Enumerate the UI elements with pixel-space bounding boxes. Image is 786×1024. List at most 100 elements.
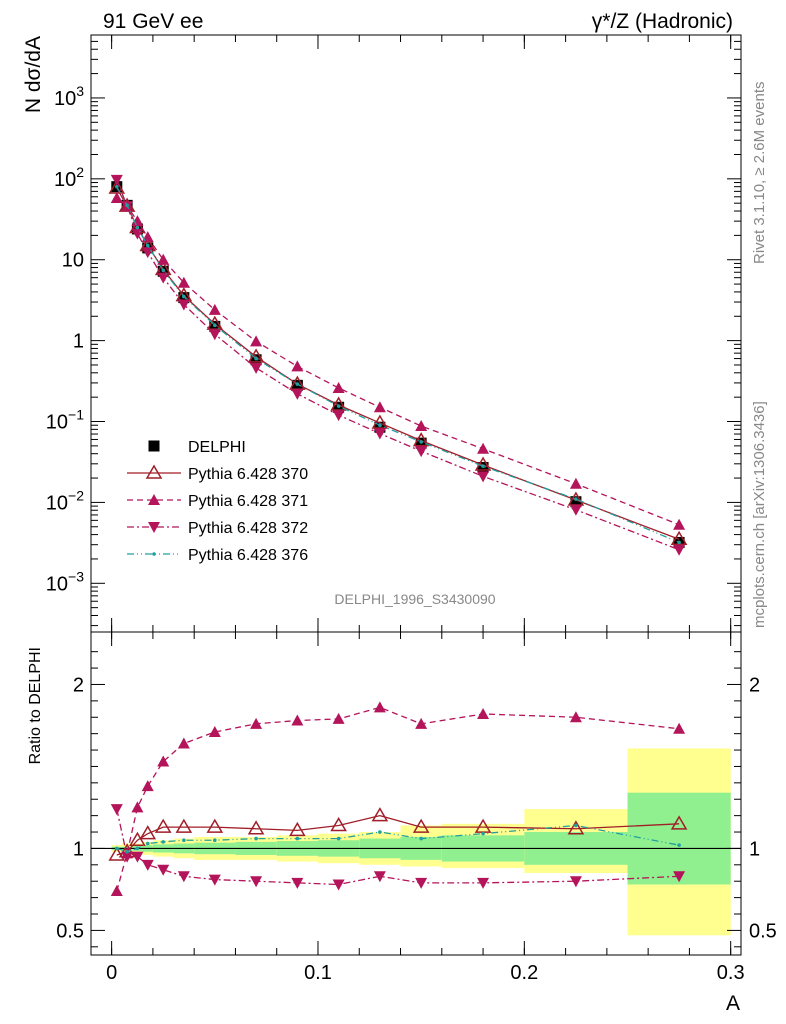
main-panel-frame: [90, 34, 742, 633]
ratio-pythia-6-428-370-point: [567, 820, 585, 835]
pythia-6-428-376-point: [336, 404, 341, 408]
ratio-pythia-6-428-372-point: [477, 877, 490, 889]
ratio-pythia-6-428-370-point: [139, 825, 157, 840]
ratio-pythia-6-428-372-point: [291, 877, 304, 889]
ratio-pythia-6-428-370-point: [108, 846, 126, 861]
ratio-pythia-6-428-372-point: [332, 879, 345, 891]
ratio-y-tick-label-right: 2: [749, 674, 760, 696]
pythia-6-428-376-point: [481, 464, 485, 469]
ratio-pythia-6-428-372-point: [373, 871, 386, 883]
pythia-6-428-372-point: [177, 299, 190, 311]
pythia-6-428-372-point: [157, 272, 170, 284]
pythia-6-428-376-point: [135, 225, 140, 230]
pythia-6-428-371-point: [131, 215, 144, 227]
ratio-pythia-6-428-371-point: [415, 717, 428, 729]
ratio-pythia-6-428-376-point: [419, 836, 423, 841]
legend-entry-label: Pythia 6.428 376: [188, 547, 308, 564]
ratio-pythia-6-428-370-point: [330, 816, 347, 832]
pythia-6-428-376-point: [161, 268, 166, 273]
pythia-6-428-372-point: [131, 228, 144, 240]
pythia-6-428-376-point: [378, 423, 382, 428]
pythia-6-428-371-point: [569, 477, 582, 489]
pythia-6-428-376-point: [213, 323, 217, 328]
x-axis-label: A: [726, 992, 740, 1015]
ratio-pythia-6-428-376-point: [254, 836, 258, 841]
ratio-y-tick-label-right: 0.5: [749, 920, 777, 942]
ratio-y-tick-label: 2: [73, 674, 84, 696]
pythia-6-428-371-point: [177, 276, 190, 288]
ratio-y-tick-label: 1: [73, 838, 84, 860]
delphi-point: [570, 496, 582, 508]
ratio-pythia-6-428-376-point: [481, 831, 485, 836]
pythia-6-428-372-point: [569, 504, 582, 516]
pythia-6-428-371-point: [110, 191, 123, 203]
pythia-6-428-376-point: [419, 440, 423, 444]
legend-entry-label: DELPHI: [188, 439, 246, 456]
uncertainty-band-stat: [627, 792, 731, 885]
ratio-pythia-6-428-370-point: [154, 818, 172, 833]
ratio-pythia-6-428-371-point: [131, 801, 144, 813]
ratio-pythia-6-428-372-point: [131, 851, 144, 863]
header-left-label: 91 GeV ee: [103, 10, 203, 33]
main-y-axis-label: N dσ/dA: [22, 36, 45, 113]
pythia-6-428-371-point: [332, 381, 345, 393]
pythia-6-428-376-point: [145, 243, 150, 248]
ratio-pythia-6-428-370-point: [412, 818, 430, 833]
ratio-pythia-6-428-370-point: [206, 818, 224, 833]
x-tick-label: 0.2: [510, 962, 538, 984]
ratio-pythia-6-428-371-point: [673, 722, 686, 734]
ratio-pythia-6-428-376-point: [145, 841, 150, 846]
pythia-6-428-370-point: [412, 432, 430, 447]
pythia-6-428-376-point: [295, 382, 300, 386]
ratio-pythia-6-428-370-point: [247, 820, 265, 835]
ratio-y-tick-label: 0.5: [56, 920, 84, 942]
pythia-6-428-371-point: [157, 253, 170, 265]
ratio-pythia-6-428-372-point: [415, 877, 428, 889]
ratio-pythia-6-428-371-point: [208, 726, 221, 738]
rivet-version-label: Rivet 3.1.10, ≥ 2.6M events: [751, 82, 768, 265]
pythia-6-428-372-point: [477, 471, 490, 483]
pythia-6-428-371-point: [373, 401, 386, 413]
ratio-pythia-6-428-376-point: [336, 836, 341, 841]
y-tick-label: 10: [62, 250, 84, 272]
pythia-6-428-372-point: [208, 329, 221, 341]
ratio-pythia-6-428-370-point: [670, 815, 688, 830]
pythia-6-428-372-point: [250, 362, 263, 374]
pythia-6-428-372-point: [332, 410, 345, 422]
header-right-label: γ*/Z (Hadronic): [592, 10, 733, 33]
legend: DELPHI Pythia 6.428 370 Pythia 6.428 371 Py…: [127, 439, 308, 564]
ratio-pythia-6-428-370-point: [289, 821, 306, 837]
ratio-pythia-6-428-372-point: [157, 864, 170, 876]
ratio-panel-frame: [90, 631, 742, 956]
ratio-pythia-6-428-371-point: [250, 717, 263, 729]
ratio-pythia-6-428-371-point: [373, 701, 386, 713]
analysis-label: DELPHI_1996_S3430090: [334, 591, 495, 607]
pythia-6-428-371-point: [250, 335, 263, 347]
pythia-6-428-372-point: [291, 388, 304, 400]
pythia-6-428-371-point: [673, 518, 686, 530]
x-tick-label: 0.1: [304, 962, 332, 984]
ratio-pythia-6-428-371-point: [477, 707, 490, 719]
mcplots-label: mcplots.cern.ch [arXiv:1306.3436]: [751, 401, 768, 628]
legend-swatch-marker: [145, 464, 163, 479]
ratio-y-tick-label-right: 1: [749, 838, 760, 860]
y-tick-label: 10−1: [46, 407, 84, 434]
y-tick-label: 10−3: [46, 568, 84, 595]
legend-entry-label: Pythia 6.428 372: [188, 520, 308, 537]
legend-swatch-marker: [148, 522, 160, 533]
ratio-pythia-6-428-371-point: [291, 714, 304, 726]
ratio-pythia-6-428-371-point: [110, 885, 123, 897]
pythia-6-428-376-point: [574, 497, 578, 501]
pythia-6-428-371-point: [477, 442, 490, 454]
ratio-pythia-6-428-376-point: [161, 840, 166, 844]
y-tick-label: 103: [54, 83, 84, 110]
y-tick-label: 10−2: [46, 487, 84, 514]
ratio-pythia-6-428-371-point: [332, 712, 345, 724]
pythia-6-428-370-point: [330, 396, 347, 411]
pythia-6-428-376-point: [114, 184, 119, 189]
pythia-6-428-371-point: [208, 303, 221, 315]
pythia-6-428-370-line: [116, 187, 680, 540]
pythia-6-428-370-point: [670, 530, 688, 546]
ratio-pythia-6-428-370-point: [371, 807, 389, 822]
